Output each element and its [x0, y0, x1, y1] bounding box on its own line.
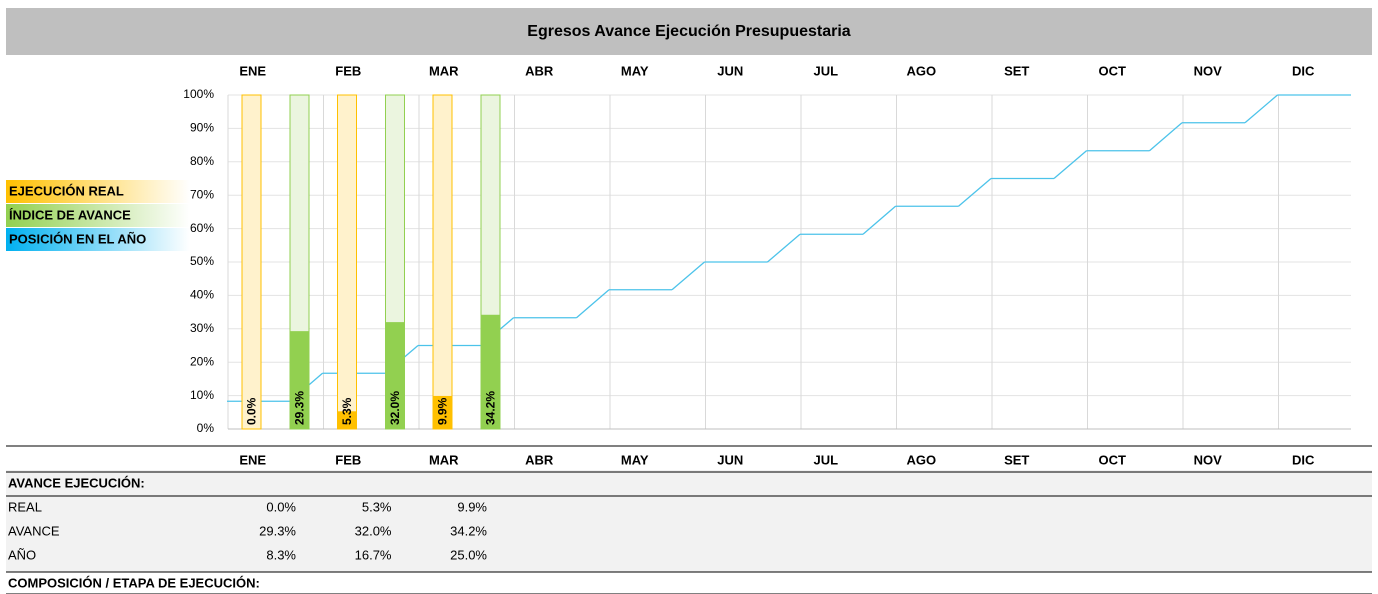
- y-tick-label: 50%: [190, 254, 214, 268]
- cell: 8.3%: [266, 547, 296, 562]
- x-tick-label: FEB: [335, 63, 361, 78]
- legend-swatch: [6, 180, 190, 203]
- bar: [481, 314, 500, 429]
- table-header: MAR: [429, 452, 459, 467]
- y-tick-label: 80%: [190, 154, 214, 168]
- chart-title: Egresos Avance Ejecución Presupuestaria: [527, 23, 851, 40]
- row-label: AVANCE: [8, 523, 60, 538]
- row-label: AÑO: [8, 547, 36, 562]
- line-connector: [671, 261, 705, 291]
- x-tick-label: MAR: [429, 63, 459, 78]
- y-tick-label: 100%: [183, 87, 214, 101]
- bar: [337, 411, 357, 429]
- table-bg: [6, 470, 1372, 572]
- legend-label: ÍNDICE DE AVANCE: [9, 207, 131, 222]
- line-connector: [767, 233, 801, 263]
- y-tick-label: 10%: [190, 388, 214, 402]
- legend-swatch: [6, 204, 190, 227]
- line-connector: [1149, 122, 1183, 152]
- x-tick-label: MAY: [621, 63, 649, 78]
- table-header: OCT: [1099, 452, 1127, 467]
- table-header: JUL: [813, 452, 838, 467]
- table-header: NOV: [1194, 452, 1223, 467]
- section-title: AVANCE EJECUCIÓN:: [8, 475, 145, 490]
- y-tick-label: 70%: [190, 187, 214, 201]
- bar-track: [337, 94, 357, 430]
- y-tick-label: 0%: [197, 421, 215, 435]
- y-tick-label: 30%: [190, 321, 214, 335]
- line-connector: [576, 289, 610, 319]
- x-tick-label: JUL: [813, 63, 838, 78]
- bar-track: [432, 94, 453, 430]
- y-tick-label: 20%: [190, 354, 214, 368]
- data-label: 0.0%: [245, 397, 259, 425]
- cell: 34.2%: [450, 523, 487, 538]
- table-header: SET: [1004, 452, 1029, 467]
- table-header: FEB: [335, 452, 361, 467]
- cell: 0.0%: [266, 499, 296, 514]
- data-label: 5.3%: [340, 397, 354, 425]
- x-tick-label: ENE: [239, 63, 266, 78]
- line-connector: [958, 178, 992, 207]
- table-header: ABR: [525, 452, 554, 467]
- cell: 25.0%: [450, 547, 487, 562]
- x-tick-label: JUN: [717, 63, 743, 78]
- y-tick-label: 60%: [190, 221, 214, 235]
- data-label: 32.0%: [388, 391, 402, 425]
- data-label: 9.9%: [436, 397, 450, 425]
- cell: 5.3%: [362, 499, 392, 514]
- cell: 9.9%: [457, 499, 487, 514]
- data-label: 29.3%: [293, 391, 307, 425]
- cell: 29.3%: [259, 523, 296, 538]
- bar: [385, 322, 405, 429]
- legend-label: POSICIÓN EN EL AÑO: [9, 231, 146, 246]
- data-label: 34.2%: [484, 391, 498, 425]
- line-connector: [1244, 94, 1278, 124]
- table-header: DIC: [1292, 452, 1315, 467]
- x-tick-label: OCT: [1099, 63, 1127, 78]
- section-footer: COMPOSICIÓN / ETAPA DE EJECUCIÓN:: [8, 575, 260, 590]
- x-tick-label: DIC: [1292, 63, 1315, 78]
- bar-track: [241, 94, 262, 430]
- x-tick-label: SET: [1004, 63, 1029, 78]
- bar: [433, 395, 452, 429]
- cell: 16.7%: [355, 547, 392, 562]
- table-header: JUN: [717, 452, 743, 467]
- line-connector: [1053, 150, 1087, 179]
- y-tick-label: 90%: [190, 121, 214, 135]
- x-tick-label: AGO: [906, 63, 936, 78]
- table-header: MAY: [621, 452, 649, 467]
- cell: 32.0%: [355, 523, 392, 538]
- bar: [290, 331, 309, 429]
- table-header: AGO: [906, 452, 936, 467]
- line-connector: [862, 205, 896, 235]
- title-bar: [6, 8, 1372, 55]
- y-tick-label: 40%: [190, 288, 214, 302]
- x-tick-label: NOV: [1194, 63, 1223, 78]
- row-label: REAL: [8, 499, 42, 514]
- legend-swatch: [6, 228, 190, 251]
- x-tick-label: ABR: [525, 63, 554, 78]
- table-header: ENE: [239, 452, 266, 467]
- legend-label: EJECUCIÓN REAL: [9, 183, 124, 198]
